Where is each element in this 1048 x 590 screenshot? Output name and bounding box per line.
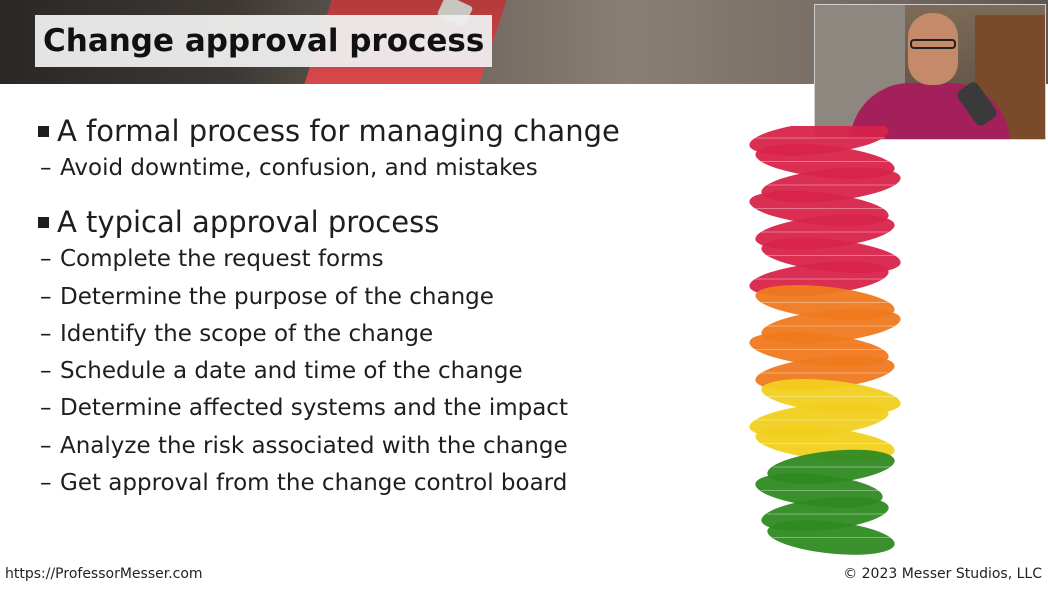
sub-bullet: – Complete the request forms [38,241,718,278]
dash-bullet-icon: – [40,358,52,385]
bullet-list: A formal process for managing change – Av… [38,112,718,502]
square-bullet-icon [38,216,49,228]
sub-bullet: – Analyze the risk associated with the ch… [38,428,718,465]
sub-bullet: – Schedule a date and time of the change [38,353,718,390]
bullet-heading-1: A formal process for managing change [38,112,718,150]
dash-bullet-icon: – [40,432,52,459]
square-bullet-icon [38,125,49,137]
slide-title-box: Change approval process [35,15,493,67]
dash-bullet-icon: – [40,470,52,497]
bullet-heading-2: A typical approval process [38,203,718,241]
presenter-webcam-overlay [814,4,1046,140]
presenter-glasses [910,39,956,49]
sub-bullet: – Determine affected systems and the impa… [38,390,718,427]
presenter-head [908,13,958,85]
slide-title: Change approval process [43,23,485,59]
sub-bullet: – Avoid downtime, confusion, and mistakes [38,150,718,187]
dash-bullet-icon: – [40,246,52,273]
sub-bullet: – Get approval from the change control bo… [38,465,718,502]
dash-bullet-icon: – [40,320,52,347]
leaf [767,520,895,555]
dash-bullet-icon: – [40,155,52,181]
dash-bullet-icon: – [40,395,52,422]
footer-url: https://ProfessorMesser.com [5,566,203,582]
leaf-stack-image [749,126,901,555]
sub-bullet: – Determine the purpose of the change [38,279,718,316]
sub-bullet: – Identify the scope of the change [38,316,718,353]
dash-bullet-icon: – [40,283,52,310]
footer-copyright: © 2023 Messer Studios, LLC [843,566,1042,582]
